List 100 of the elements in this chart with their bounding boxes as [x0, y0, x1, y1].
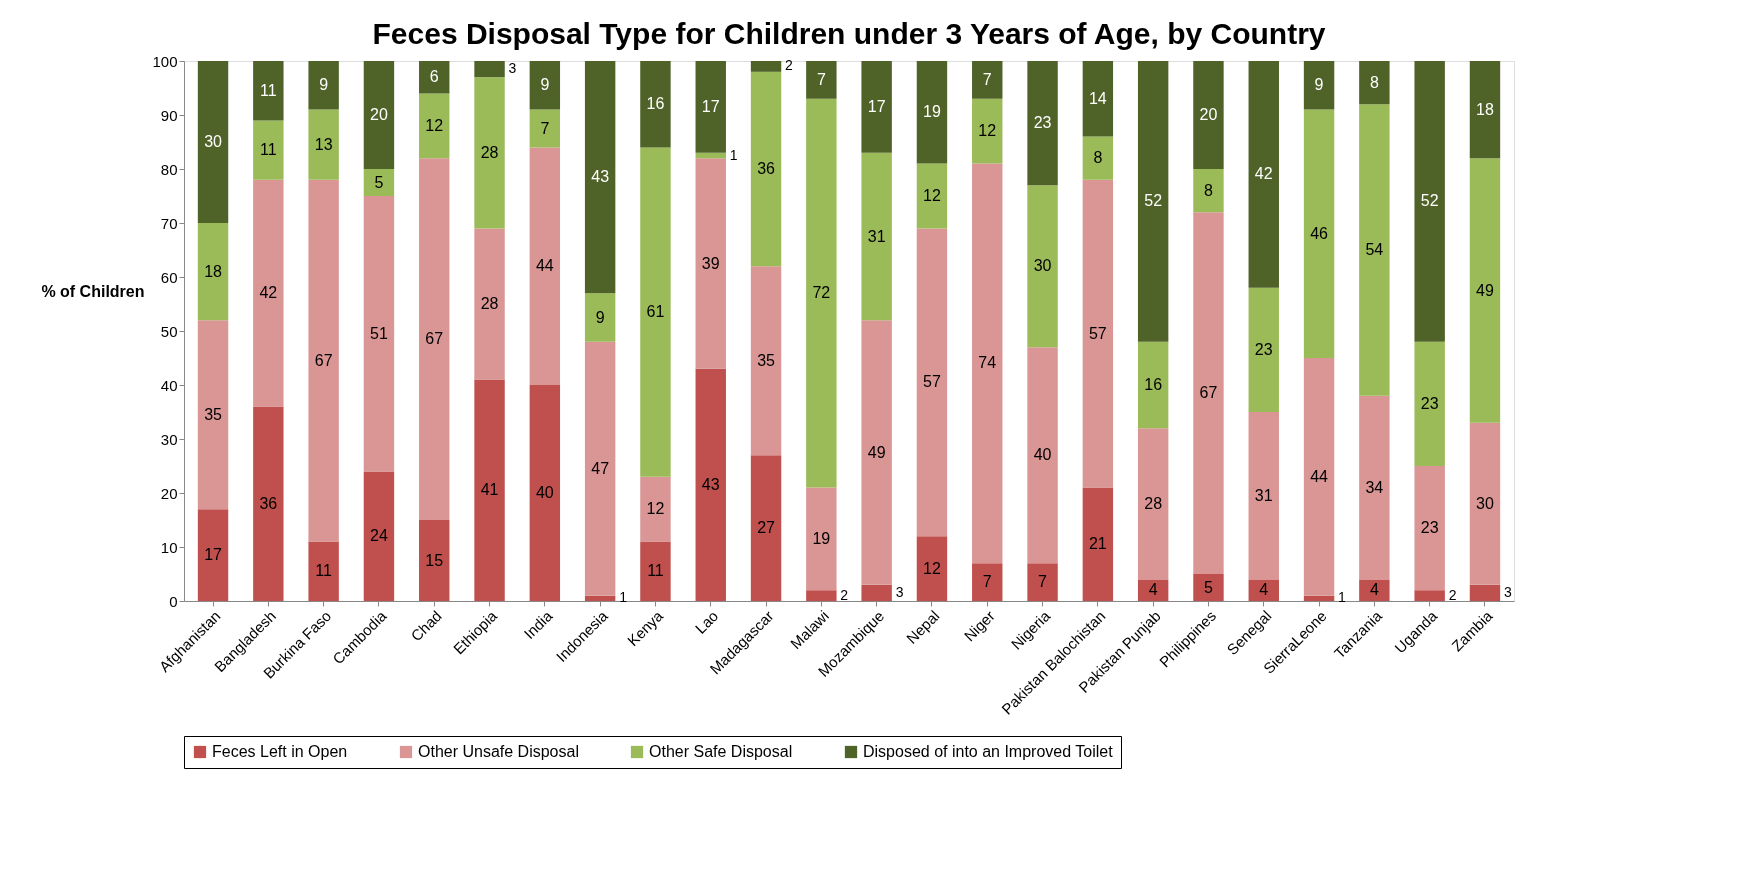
data-label: 67 [1199, 384, 1218, 402]
bar [1027, 185, 1058, 348]
bar [1359, 579, 1390, 601]
data-label: 36 [757, 160, 776, 177]
data-label: 27 [757, 519, 776, 537]
data-label: 17 [867, 97, 886, 115]
data-label: 23 [1254, 340, 1273, 358]
data-label: 1 [729, 146, 738, 163]
legend-label: Other Unsafe Disposal [418, 743, 579, 760]
data-label: 57 [1088, 324, 1107, 342]
data-label: 16 [646, 95, 665, 113]
bar [1359, 61, 1390, 105]
data-label: 52 [1144, 192, 1163, 210]
y-tick-label: 0 [169, 592, 178, 610]
bar [1137, 579, 1169, 601]
data-label: 2 [785, 57, 794, 74]
bar [197, 320, 229, 510]
bar [972, 61, 1003, 99]
data-label: 20 [1199, 106, 1218, 123]
bar [253, 179, 284, 407]
bar [1082, 179, 1114, 488]
data-label: 18 [204, 262, 223, 280]
bar [419, 93, 450, 159]
data-label: 21 [1088, 535, 1107, 553]
bar [1359, 104, 1390, 396]
data-label: 67 [425, 330, 444, 348]
data-label: 54 [1365, 241, 1384, 258]
data-label: 31 [867, 227, 886, 245]
bar [363, 169, 395, 196]
data-label: 17 [701, 97, 720, 115]
data-label: 52 [1420, 192, 1439, 210]
data-label: 19 [923, 103, 941, 121]
bar [1469, 158, 1501, 423]
data-label: 11 [260, 141, 277, 159]
bar [916, 61, 948, 164]
bar [806, 590, 837, 601]
data-label: 31 [1254, 486, 1273, 504]
data-label: 30 [1476, 494, 1494, 512]
data-label: 18 [1476, 100, 1494, 118]
bar [861, 61, 892, 153]
y-tick-label: 80 [160, 160, 178, 178]
bar [253, 61, 284, 121]
data-label: 11 [260, 81, 277, 99]
bar [529, 385, 561, 601]
data-label: 16 [1144, 376, 1163, 393]
bar [1248, 61, 1279, 288]
data-label: 11 [647, 562, 664, 580]
bar [750, 455, 782, 601]
y-tick-label: 90 [160, 106, 178, 124]
data-label: 7 [816, 70, 826, 88]
data-label: 35 [757, 351, 776, 369]
bar [1248, 412, 1279, 580]
data-label: 72 [812, 284, 831, 302]
y-tick-label: 10 [160, 538, 178, 556]
data-label: 2 [840, 586, 849, 603]
data-label: 12 [646, 500, 665, 518]
bar [1027, 563, 1058, 601]
y-tick-label: 50 [160, 322, 178, 340]
data-label: 9 [1314, 76, 1324, 94]
data-label: 11 [315, 562, 333, 580]
data-label: 14 [1088, 89, 1107, 107]
bar [584, 595, 616, 601]
data-label: 74 [978, 354, 997, 372]
data-label: 5 [1204, 578, 1214, 596]
legend-label: Feces Left in Open [212, 743, 348, 760]
bar [1303, 61, 1335, 110]
bar [806, 98, 837, 488]
bar [695, 158, 726, 369]
data-label: 15 [425, 551, 444, 569]
bar [584, 293, 616, 342]
data-label: 4 [1369, 581, 1379, 599]
data-label: 44 [535, 257, 554, 275]
legend-label: Other Safe Disposal [649, 743, 793, 760]
data-label: 40 [535, 484, 554, 501]
y-tick-label: 60 [160, 268, 178, 286]
data-label: 43 [591, 168, 610, 186]
data-label: 57 [923, 373, 941, 391]
data-label: 9 [540, 76, 550, 94]
data-label: 12 [425, 116, 444, 134]
bar [1303, 109, 1335, 358]
data-label: 47 [591, 459, 610, 477]
bar [197, 509, 229, 601]
bar [1469, 422, 1501, 585]
bar [1193, 61, 1224, 169]
bar [1248, 287, 1279, 412]
bar [1137, 341, 1169, 429]
data-label: 6 [429, 68, 439, 86]
data-label: 1 [1338, 589, 1347, 606]
bar [861, 584, 892, 601]
data-label: 8 [1369, 73, 1379, 91]
bar [253, 406, 284, 601]
data-label: 30 [204, 133, 223, 150]
bar [1414, 341, 1445, 466]
bar [750, 61, 782, 72]
y-tick-label: 40 [160, 376, 178, 394]
bar [916, 228, 948, 537]
data-label: 42 [1254, 165, 1273, 183]
data-label: 49 [1476, 281, 1494, 299]
bar [1082, 487, 1114, 601]
bar [1137, 428, 1169, 580]
